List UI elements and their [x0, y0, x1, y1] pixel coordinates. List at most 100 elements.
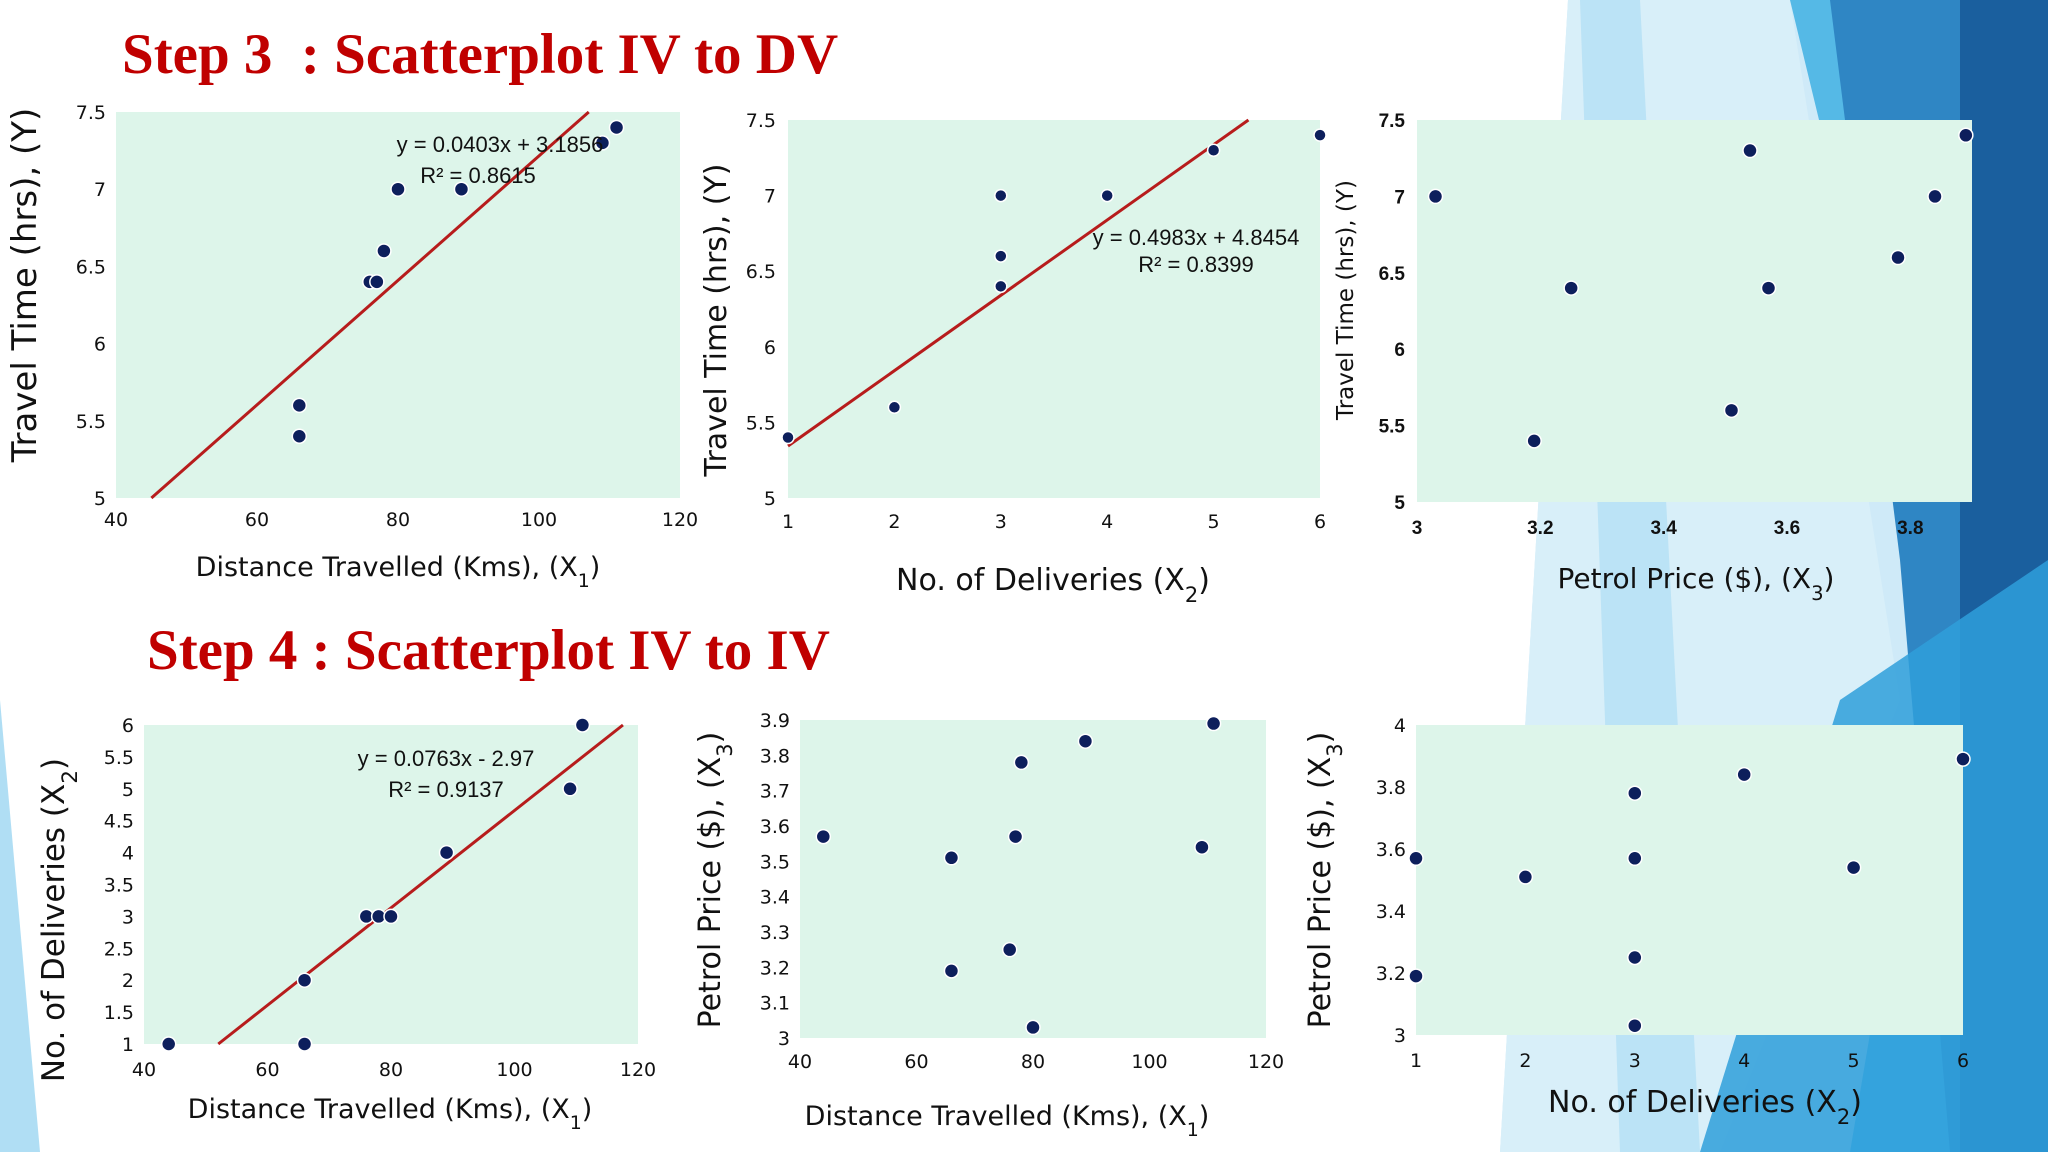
y-tick-label: 3.5 [760, 851, 790, 873]
data-point [1408, 850, 1424, 867]
y-tick-label: 3.1 [760, 993, 790, 1015]
x-tick-label: 80 [386, 509, 410, 531]
x-tick-label: 6 [1314, 511, 1326, 533]
y-axis-title: Travel Time (hrs), (Y) [5, 108, 45, 464]
y-tick-label: 3.2 [760, 957, 790, 979]
y-axis-title: Travel Time (hrs), (Y) [1333, 180, 1359, 421]
y-tick-label: 3.6 [1376, 839, 1406, 861]
x-tick-label: 60 [245, 509, 269, 531]
data-point [815, 828, 832, 845]
y-tick-label: 3.5 [104, 875, 134, 897]
x-tick-label: 80 [1021, 1051, 1045, 1073]
x-tick-label: 120 [620, 1059, 656, 1081]
data-point [1001, 941, 1018, 958]
data-point [994, 188, 1008, 203]
y-tick-label: 6.5 [746, 261, 776, 283]
y-tick-label: 6.5 [1379, 264, 1406, 285]
data-point [994, 249, 1008, 263]
y-tick-label: 2.5 [104, 938, 134, 960]
data-point [296, 1036, 313, 1052]
data-point [369, 274, 385, 290]
x-tick-label: 40 [132, 1059, 156, 1081]
data-point [608, 119, 625, 136]
y-tick-label: 4 [122, 843, 134, 865]
x-axis-title: No. of Deliveries (X2) [896, 563, 1210, 607]
y-tick-label: 6 [94, 334, 106, 356]
x-tick-label: 40 [788, 1051, 812, 1073]
r-squared-label: R² = 0.9137 [388, 777, 504, 802]
y-tick-label: 5.5 [104, 747, 134, 769]
data-point [160, 1036, 177, 1052]
scatter-chart-3: 3 3.2 3.4 3.6 3.8 5 5.5 6 6.5 7 7.5 Petrol Price ($… [1333, 111, 1974, 605]
step4-title: Step 4 : Scatterplot IV to IV [147, 619, 830, 682]
y-tick-label: 3.8 [1376, 777, 1406, 799]
data-point [1408, 968, 1424, 984]
data-point [1723, 402, 1740, 419]
data-point [781, 430, 795, 445]
x-tick-label: 1 [1410, 1050, 1422, 1072]
data-point [943, 850, 960, 866]
y-tick-label: 7.5 [1379, 111, 1406, 132]
data-point [1736, 766, 1752, 783]
trendline-equation: y = 0.0403x + 3.1856 [397, 132, 604, 157]
x-axis-title: Distance Travelled (Kms), (X1) [805, 1101, 1210, 1141]
y-tick-label: 1.5 [104, 1002, 134, 1024]
x-tick-label: 3.2 [1527, 518, 1553, 539]
x-axis-title: Petrol Price ($), (X3) [1558, 562, 1835, 605]
y-axis-title: No. of Deliveries (X2) [36, 758, 83, 1082]
data-point [1958, 127, 1974, 144]
y-tick-label: 7 [764, 186, 776, 208]
x-tick-label: 100 [496, 1059, 532, 1081]
y-tick-label: 6 [122, 715, 134, 737]
data-point [1627, 785, 1643, 801]
y-tick-label: 3.4 [760, 887, 790, 909]
data-point [1013, 754, 1030, 771]
data-point [1526, 433, 1542, 449]
data-point [1627, 1017, 1643, 1034]
x-tick-label: 5 [1848, 1050, 1860, 1072]
x-tick-label: 100 [1131, 1051, 1167, 1073]
data-point [376, 243, 392, 259]
y-tick-label: 3.2 [1376, 963, 1406, 985]
data-point [574, 717, 591, 733]
data-point [887, 400, 902, 415]
x-tick-label: 3 [995, 511, 1007, 533]
x-tick-label: 40 [104, 509, 128, 531]
x-tick-label: 2 [1519, 1050, 1531, 1072]
data-point [1627, 850, 1643, 867]
x-tick-label: 4 [1738, 1050, 1750, 1072]
r-squared-label: R² = 0.8399 [1138, 252, 1254, 277]
x-axis-title: No. of Deliveries (X2) [1548, 1085, 1862, 1129]
data-point [994, 279, 1008, 294]
data-point [296, 972, 313, 988]
data-point [562, 781, 578, 797]
data-point [390, 181, 406, 197]
data-point [1955, 751, 1971, 767]
y-tick-label: 5.5 [746, 412, 776, 434]
x-tick-label: 100 [521, 509, 557, 531]
trendline [787, 118, 1250, 448]
x-tick-label: 3 [1412, 518, 1423, 539]
x-tick-label: 3.6 [1774, 518, 1800, 539]
x-axis-title: Distance Travelled (Kms), (X1) [188, 1094, 593, 1134]
x-tick-label: 120 [1248, 1051, 1284, 1073]
data-point [1742, 142, 1758, 159]
data-point [1563, 280, 1579, 296]
x-tick-label: 120 [662, 509, 698, 531]
plot-area [1417, 120, 1972, 502]
y-axis-title: Petrol Price ($), (X3) [1303, 732, 1347, 1029]
y-tick-label: 5.5 [76, 411, 106, 433]
data-point [1025, 1019, 1041, 1036]
trendline-equation: y = 0.4983x + 4.8454 [1093, 225, 1300, 250]
y-tick-label: 6 [764, 337, 776, 359]
y-tick-label: 5.5 [1379, 417, 1406, 438]
y-tick-label: 7 [1394, 187, 1405, 208]
step3-title: Step 3 : Scatterplot IV to DV [122, 23, 839, 86]
data-point [1100, 188, 1114, 203]
trendline [150, 110, 590, 500]
y-tick-label: 3.6 [760, 816, 790, 838]
plot-area [1416, 725, 1963, 1035]
r-squared-label: R² = 0.8615 [420, 163, 536, 188]
y-tick-label: 5 [94, 488, 106, 510]
